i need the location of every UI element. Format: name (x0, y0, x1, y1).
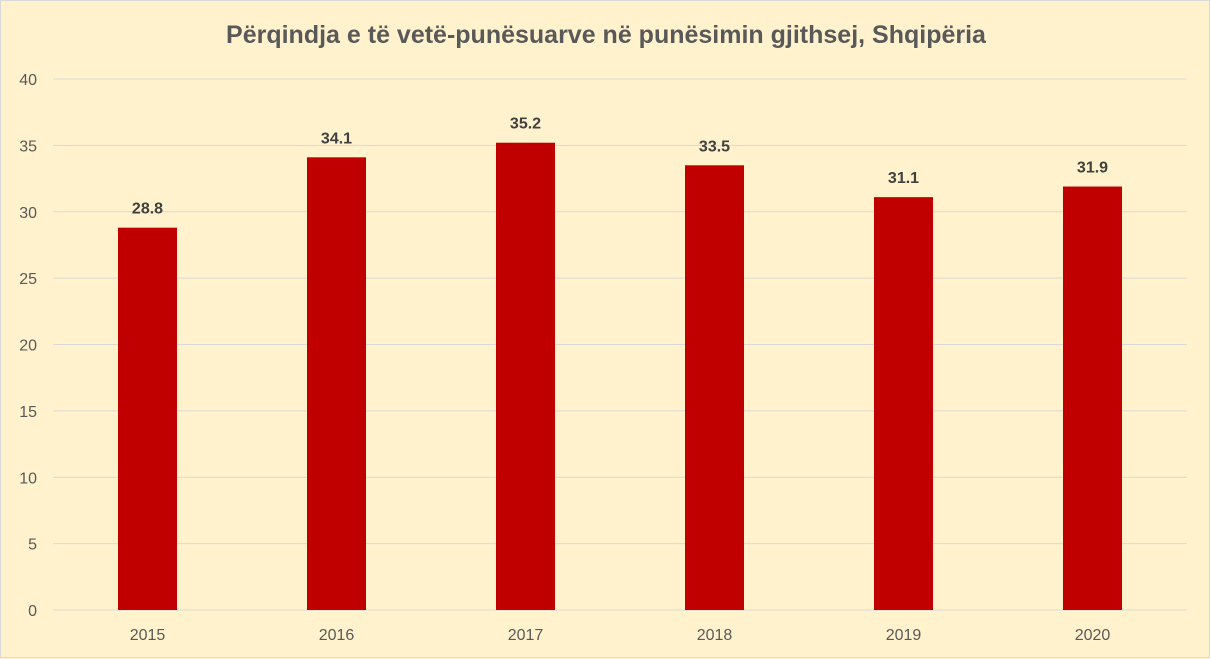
bar (118, 227, 177, 610)
y-tick-label: 15 (19, 404, 37, 421)
x-tick-label: 2017 (508, 627, 544, 644)
y-tick-label: 30 (19, 205, 37, 222)
y-tick-label: 0 (28, 603, 37, 620)
y-tick-label: 20 (19, 338, 37, 355)
y-tick-label: 35 (19, 138, 37, 155)
data-label: 31.9 (1077, 160, 1108, 177)
data-label: 31.1 (888, 170, 919, 187)
bar (307, 157, 366, 610)
bar (874, 197, 933, 610)
y-tick-label: 10 (19, 470, 37, 487)
x-tick-label: 2015 (130, 627, 166, 644)
bar (496, 142, 555, 610)
bar (685, 165, 744, 610)
y-tick-label: 5 (28, 537, 37, 554)
y-tick-label: 40 (19, 72, 37, 89)
bar (1063, 186, 1122, 610)
data-label: 35.2 (510, 116, 541, 133)
x-tick-label: 2016 (319, 627, 355, 644)
x-tick-label: 2018 (697, 627, 733, 644)
x-tick-label: 2019 (886, 627, 922, 644)
y-tick-label: 25 (19, 271, 37, 288)
x-tick-label: 2020 (1075, 627, 1111, 644)
data-label: 28.8 (132, 201, 163, 218)
chart-title: Përqindja e të vetë-punësuarve në punësi… (226, 21, 986, 49)
data-label: 33.5 (699, 138, 730, 155)
data-label: 34.1 (321, 130, 352, 147)
